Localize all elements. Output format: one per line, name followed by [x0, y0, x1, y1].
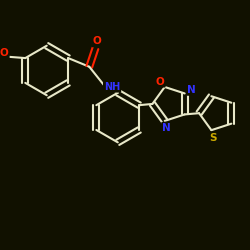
Text: N: N [187, 85, 196, 95]
Text: O: O [156, 76, 165, 86]
Text: N: N [162, 123, 171, 133]
Text: O: O [92, 36, 101, 46]
Text: O: O [0, 48, 8, 58]
Text: S: S [209, 132, 216, 142]
Text: NH: NH [104, 82, 120, 92]
